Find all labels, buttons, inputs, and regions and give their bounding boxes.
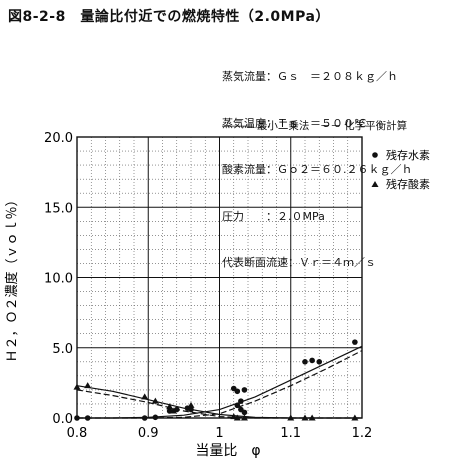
y-tick-label: 0.0 — [52, 412, 73, 427]
h2-point — [309, 357, 315, 364]
x-tick-label: 1 — [215, 426, 223, 441]
condition-velocity: 代表断面流速：Ｖｒ＝４ｍ／ｓ — [222, 256, 376, 269]
h2-point — [241, 387, 248, 393]
h2-point — [152, 414, 159, 421]
conditions-block: 蒸気流量：Ｇｓ ＝２０８ｋｇ／ｈ 蒸気温度：Ｔｓ ＝５００℃ 酸素流量：Ｇｏ２＝… — [222, 38, 413, 286]
h2-point — [141, 415, 148, 421]
o2-point — [84, 382, 92, 389]
condition-pressure: 圧力 ：２.０MPa — [222, 209, 325, 223]
o2-point — [308, 414, 316, 421]
h2-point — [238, 398, 244, 404]
h2-point — [352, 339, 358, 345]
o2-point — [151, 397, 159, 404]
h2-point — [173, 406, 180, 413]
h2-point — [234, 388, 241, 395]
y-tick-label: 20.0 — [44, 131, 73, 146]
plot-frame — [76, 136, 363, 419]
y-axis-label: Ｈ２，Ｏ２濃度（ｖｏｌ％） — [4, 193, 20, 362]
h2-point — [74, 415, 80, 421]
x-tick-label: 0.8 — [67, 426, 88, 441]
h2-point — [316, 359, 323, 365]
grid — [77, 137, 362, 418]
legend-o2-label: 残存酸素 — [386, 177, 430, 191]
equilibrium-curve-o2 — [76, 389, 362, 419]
x-tick-label: 1.1 — [280, 426, 301, 441]
o2-point — [301, 414, 309, 421]
o2-point — [187, 401, 195, 408]
x-tick-label: 1.2 — [352, 426, 373, 441]
o2-point — [287, 414, 295, 421]
o2-point — [169, 407, 177, 414]
x-axis-label: 当量比 φ — [195, 443, 260, 459]
o2-point — [141, 393, 149, 400]
o2-point — [230, 413, 238, 420]
y-tick-label: 10.0 — [44, 272, 73, 287]
h2-point — [84, 415, 91, 421]
y-tick-label: 15.0 — [44, 201, 73, 216]
h2-point — [234, 402, 241, 409]
method-legend: ――― 最小二乗法 －－ 化学平衡計算 — [222, 120, 408, 132]
o2-point — [240, 414, 248, 421]
plot-border — [76, 136, 363, 419]
condition-steam-temp: 蒸気温度：Ｔｓ ＝５００℃ — [222, 116, 367, 130]
y-tick-label: 5.0 — [52, 342, 73, 357]
x-tick-label: 0.9 — [138, 426, 159, 441]
condition-steam-flow: 蒸気流量：Ｇｓ ＝２０８ｋｇ／ｈ — [222, 70, 398, 83]
h2-point — [302, 359, 308, 365]
series-legend: 残存水素 残存酸素 — [371, 148, 430, 191]
condition-oxygen-flow: 酸素流量：Ｇｏ２＝６０.２６ｋｇ／ｈ — [222, 163, 413, 176]
legend-h2-marker — [372, 152, 378, 158]
legend-o2-marker — [371, 181, 379, 187]
legend-h2-label: 残存水素 — [386, 148, 430, 162]
chart-title: 図8-2-8 量論比付近での燃焼特性（2.0MPa） — [8, 9, 330, 25]
o2-point — [351, 414, 359, 421]
h2-point — [241, 409, 248, 416]
h2-point — [188, 406, 194, 413]
o2-point — [73, 383, 81, 390]
data-points — [73, 339, 359, 421]
o2-point — [166, 403, 174, 410]
o2-point — [233, 414, 241, 421]
tick-labels: 0.8 0.9 1 1.1 1.2 0.0 5.0 10.0 15.0 20.0 — [44, 131, 372, 441]
